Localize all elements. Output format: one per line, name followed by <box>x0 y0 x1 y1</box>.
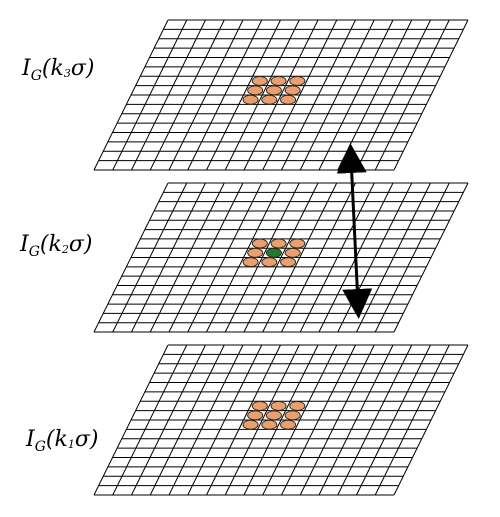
neighbor-sample-marker <box>284 247 301 258</box>
neighbor-sample-marker <box>280 257 297 268</box>
grid-col-line <box>93 182 169 333</box>
neighbor-sample-marker <box>251 400 268 411</box>
neighbor-sample-marker <box>247 247 264 258</box>
grid-col-line <box>224 19 300 171</box>
neighbor-sample-marker <box>270 238 287 249</box>
grid-col-line <box>131 182 206 333</box>
neighbor-sample-marker <box>261 419 278 430</box>
layer-label-top: IG(k3σ) <box>22 56 95 84</box>
neighbor-sample-marker <box>289 238 306 249</box>
grid-col-line <box>187 182 263 333</box>
neighbor-sample-marker <box>261 257 278 268</box>
neighbor-sample-marker <box>251 238 268 249</box>
grid-layer-top <box>93 19 469 171</box>
grid-col-line <box>149 19 225 171</box>
grid-col-line <box>374 19 450 171</box>
neighbor-sample-marker <box>284 85 301 96</box>
neighbor-sample-marker <box>265 410 282 421</box>
layer-label-middle: IG(k2σ) <box>20 232 93 260</box>
neighbor-sample-marker <box>247 410 264 421</box>
grid-col-line <box>393 19 469 171</box>
grid-col-line <box>299 344 375 496</box>
neighbor-sample-marker <box>242 94 259 105</box>
neighbor-sample-marker <box>289 75 306 86</box>
grid-col-line <box>93 19 169 171</box>
neighbor-sample-marker <box>289 400 306 411</box>
scale-arrow <box>336 143 373 319</box>
grid-col-line <box>206 344 281 496</box>
layer-label-bottom: IG(k1σ) <box>26 427 99 455</box>
grid-col-line <box>243 344 319 496</box>
layer-group <box>93 19 469 496</box>
grid-col-line <box>299 19 375 171</box>
neighbor-sample-marker <box>251 75 268 86</box>
grid-col-line <box>131 344 206 496</box>
neighbor-sample-marker <box>280 419 297 430</box>
grid-col-line <box>374 182 450 333</box>
neighbor-sample-marker <box>242 257 259 268</box>
grid-col-line <box>224 182 300 333</box>
grid-col-line <box>224 344 300 496</box>
grid-col-line <box>356 344 431 496</box>
grid-col-line <box>262 344 338 496</box>
grid-col-line <box>149 344 225 496</box>
grid-col-line <box>93 344 169 496</box>
grid-col-line <box>262 19 338 171</box>
grid-col-line <box>187 19 263 171</box>
grid-col-line <box>281 19 356 171</box>
grid-col-line <box>374 344 450 496</box>
grid-col-line <box>168 344 244 496</box>
neighbor-sample-marker <box>261 94 278 105</box>
grid-col-line <box>187 344 263 496</box>
center-sample-marker <box>265 247 282 258</box>
neighbor-sample-marker <box>242 419 259 430</box>
grid-col-line <box>318 19 394 171</box>
grid-col-line <box>393 344 469 496</box>
grid-col-line <box>243 182 319 333</box>
grid-col-line <box>337 344 413 496</box>
neighbor-sample-marker <box>247 85 264 96</box>
grid-col-line <box>112 182 188 333</box>
grid-col-line <box>243 19 319 171</box>
neighbor-sample-marker <box>284 410 301 421</box>
neighbor-sample-marker <box>265 85 282 96</box>
neighbor-sample-marker <box>280 94 297 105</box>
grid-col-line <box>112 19 188 171</box>
grid-col-line <box>149 182 225 333</box>
grid-col-line <box>112 344 188 496</box>
grid-col-line <box>393 182 469 333</box>
neighbor-sample-marker <box>270 75 287 86</box>
grid-layer-middle <box>93 182 469 333</box>
grid-col-line <box>168 182 244 333</box>
grid-col-line <box>206 182 281 333</box>
grid-col-line <box>131 19 206 171</box>
grid-col-line <box>281 344 356 496</box>
neighbor-sample-marker <box>270 400 287 411</box>
grid-col-line <box>168 19 244 171</box>
grid-col-line <box>318 344 394 496</box>
grid-col-line <box>262 182 338 333</box>
grid-col-line <box>206 19 281 171</box>
grid-layer-bottom <box>93 344 469 496</box>
